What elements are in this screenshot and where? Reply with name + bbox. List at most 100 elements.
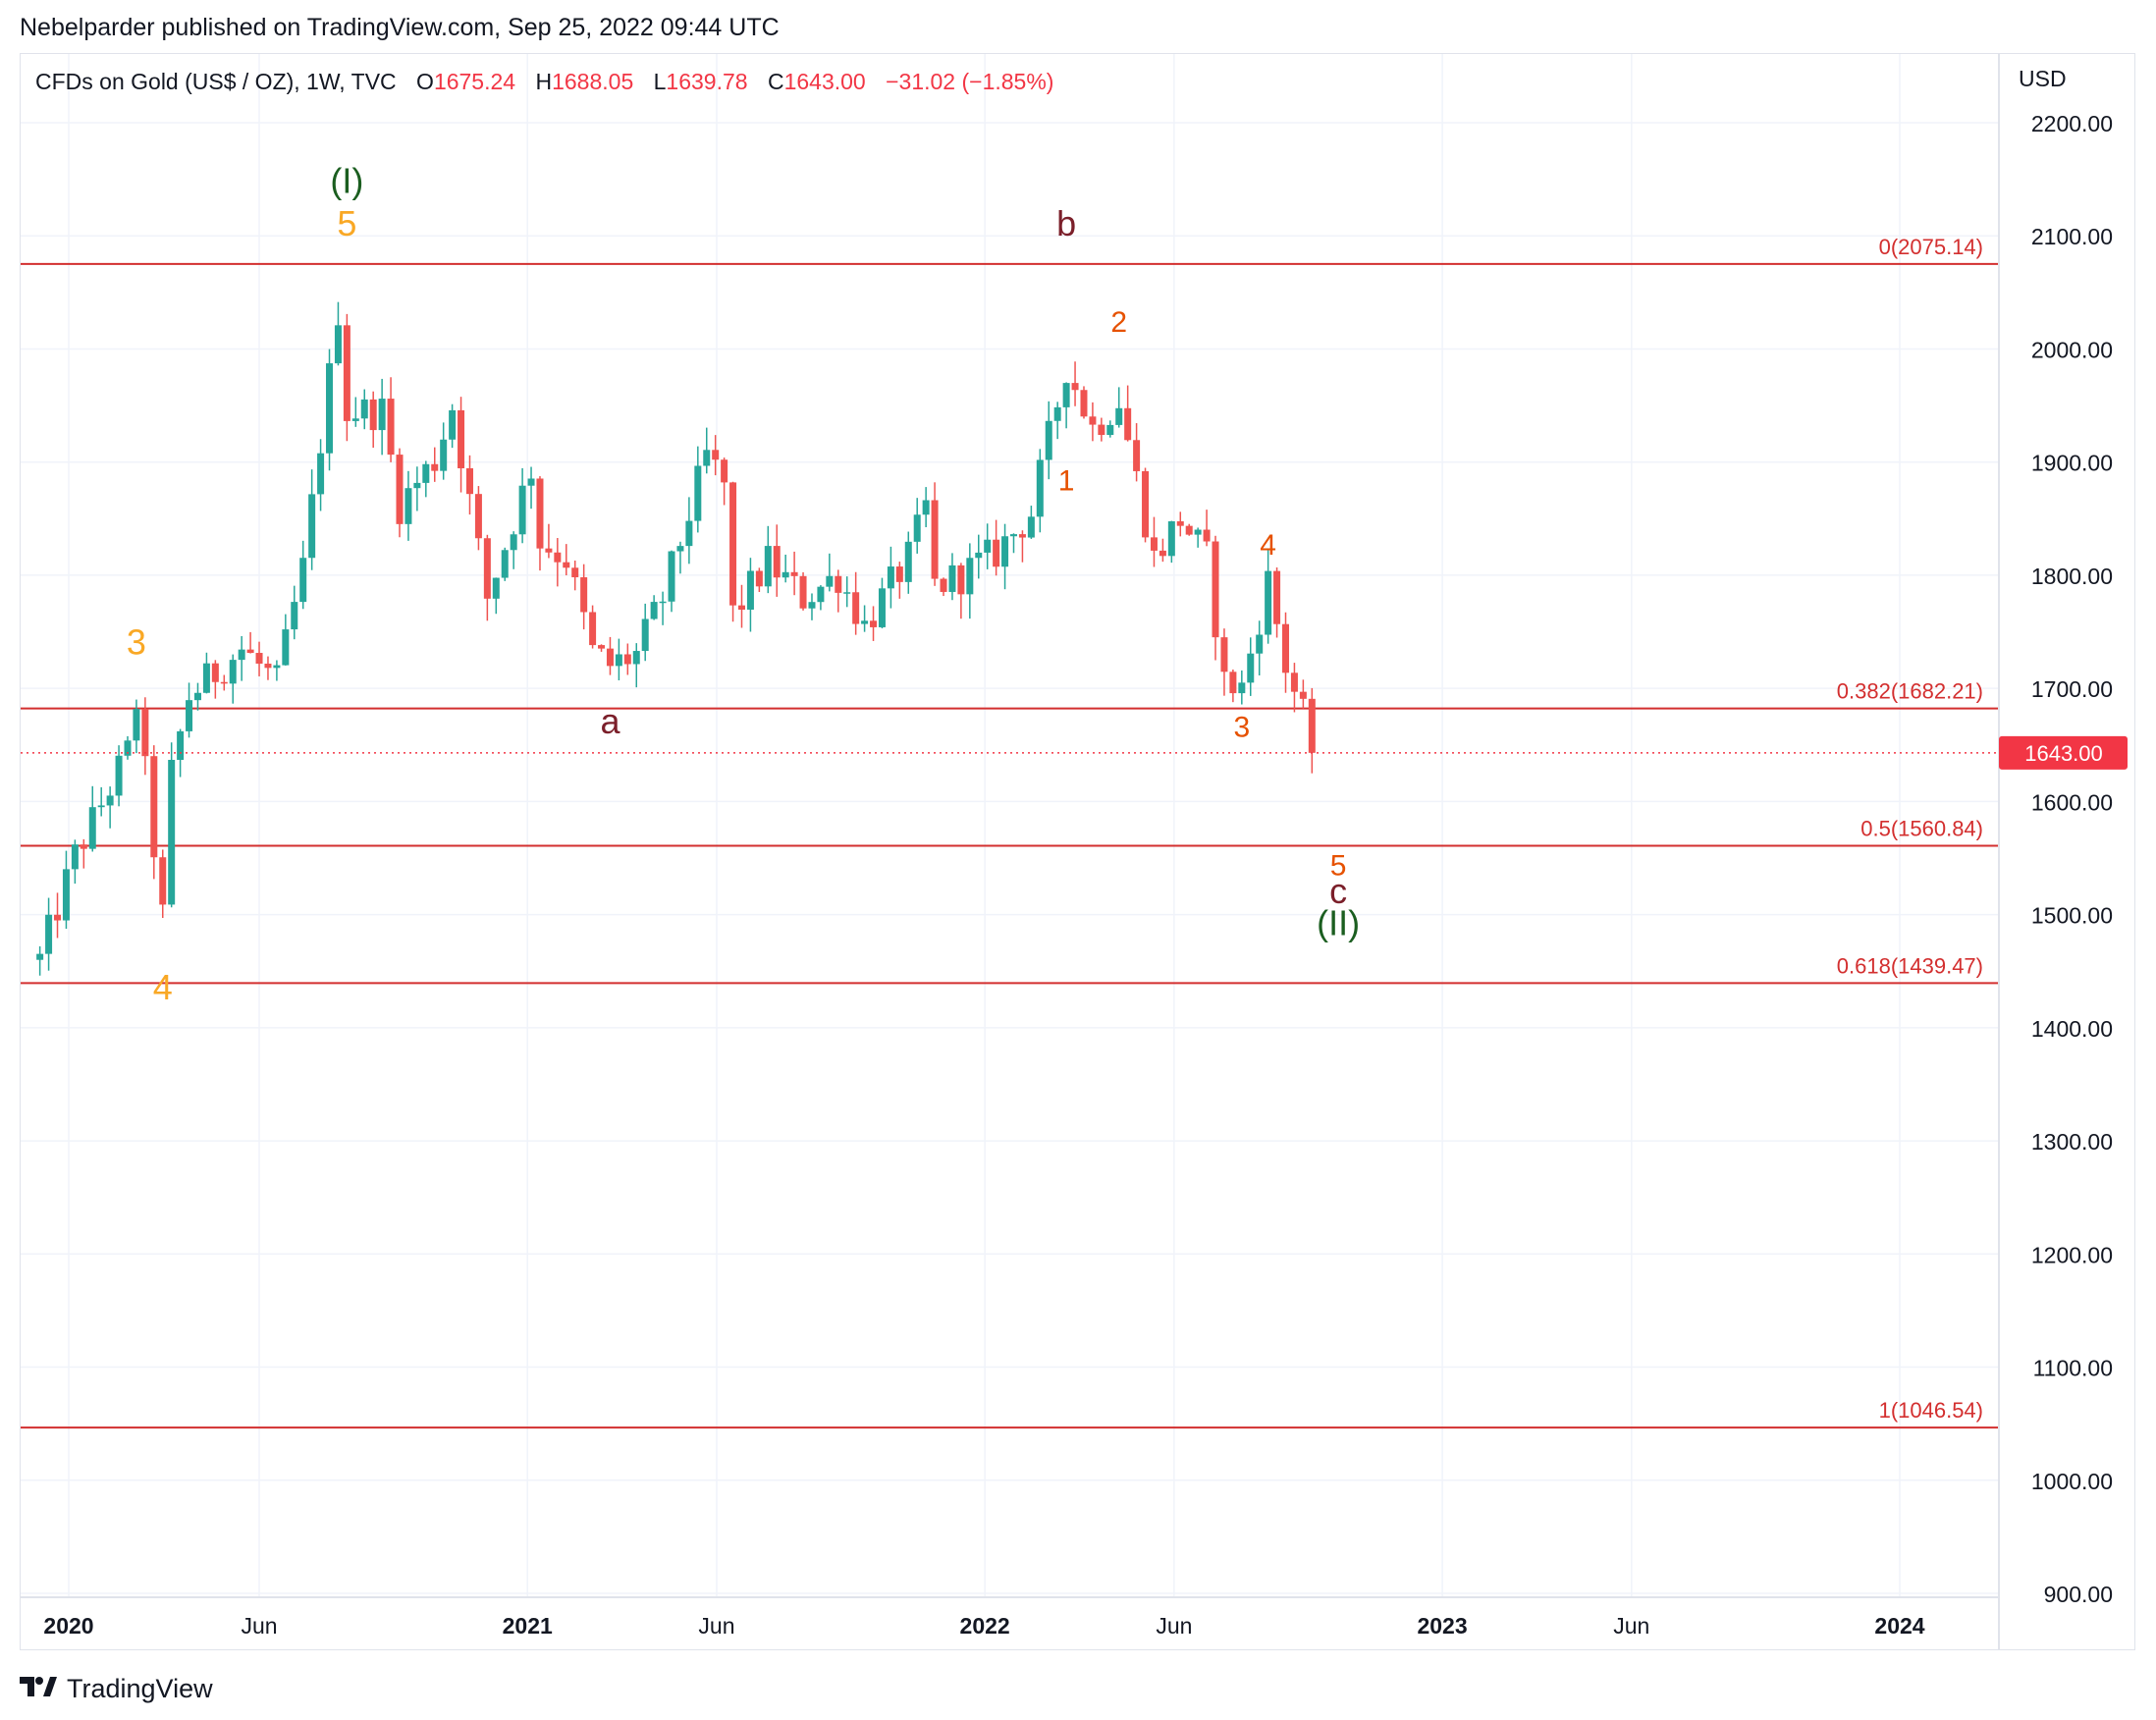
wave-label: 2	[1110, 306, 1127, 339]
candle-body	[1247, 653, 1255, 683]
open-label: O	[416, 69, 434, 94]
candle-body	[1176, 521, 1184, 526]
candle-body	[545, 548, 553, 553]
candle-body	[1212, 541, 1219, 638]
candle-body	[238, 649, 245, 661]
fib-label: 0.382(1682.21)	[1837, 679, 1983, 704]
candle-body	[483, 538, 491, 599]
candle-body	[150, 756, 158, 858]
candle-body	[895, 566, 903, 582]
candle-body	[878, 588, 886, 627]
candle-body	[755, 570, 763, 587]
candle-body	[922, 500, 930, 515]
grid	[21, 54, 1999, 1597]
wave-label: (II)	[1317, 902, 1360, 942]
candle-body	[676, 546, 684, 552]
price-tick-label: 1900.00	[2031, 451, 2113, 476]
candle-body	[54, 914, 62, 921]
candle-body	[1027, 516, 1035, 538]
candle-body	[826, 575, 834, 587]
candle-body	[536, 478, 544, 549]
candle-body	[1299, 691, 1307, 699]
candle-body	[957, 564, 965, 595]
candle-body	[1229, 672, 1237, 694]
price-tick-label: 1300.00	[2031, 1129, 2113, 1155]
candle-body	[808, 602, 816, 609]
price-tick-label: 2200.00	[2031, 111, 2113, 136]
price-axis[interactable]: 2200.002100.002000.001900.001800.001700.…	[21, 54, 2128, 1649]
candle-body	[369, 399, 377, 431]
candle-body	[817, 586, 825, 603]
open-value: 1675.24	[433, 69, 516, 94]
candle-body	[1167, 521, 1175, 557]
close-label: C	[767, 69, 784, 94]
candle-body	[317, 453, 325, 495]
candle-body	[431, 463, 439, 471]
candle-body	[440, 439, 448, 471]
candle-body	[360, 399, 368, 419]
candle-body	[1150, 537, 1158, 551]
candle-body	[396, 455, 404, 524]
footer: TradingView	[20, 1669, 213, 1708]
time-tick-label: Jun	[1156, 1613, 1192, 1639]
candle-body	[220, 681, 228, 684]
chart-frame[interactable]	[20, 53, 2135, 1650]
fib-label: 0(2075.14)	[1879, 235, 1983, 259]
price-tick-label: 1400.00	[2031, 1016, 2113, 1042]
candle-body	[721, 459, 728, 483]
high-label: H	[535, 69, 553, 94]
candle-body	[571, 567, 579, 578]
time-axis[interactable]: 2020 Jun 2021 Jun 2022 Jun 2023 Jun 2024	[21, 1596, 1999, 1639]
symbol-legend[interactable]: CFDs on Gold (US$ / OZ), 1W, TVC O1675.2…	[35, 69, 1053, 95]
candle-body	[685, 520, 693, 547]
candle-body	[852, 592, 860, 624]
candle-body	[1265, 570, 1272, 635]
candle-body	[1185, 525, 1193, 535]
candle-body	[835, 575, 842, 593]
time-tick-label: 2024	[1874, 1613, 1924, 1639]
fib-label: 1(1046.54)	[1879, 1398, 1983, 1423]
candle-body	[36, 953, 44, 960]
candle-body	[1124, 407, 1132, 441]
tradingview-logo-icon[interactable]	[20, 1675, 57, 1703]
candle-body	[387, 399, 395, 456]
candle-body	[404, 488, 412, 524]
candle-body	[246, 649, 254, 654]
price-tick-label: 900.00	[2044, 1582, 2113, 1607]
candle-body	[449, 409, 457, 440]
wave-label: 3	[127, 622, 146, 663]
candle-body	[282, 629, 290, 666]
candle-body	[1036, 459, 1044, 517]
candle-body	[351, 418, 359, 421]
time-tick-label: 2022	[960, 1613, 1010, 1639]
candle-body	[694, 465, 702, 521]
candle-body	[264, 663, 272, 669]
candle-body	[764, 546, 772, 587]
candle-body	[1098, 424, 1105, 436]
candle-body	[510, 534, 517, 551]
last-price-label: 1643.00	[2024, 741, 2103, 766]
candle-body	[492, 577, 500, 599]
candle-body	[1062, 383, 1070, 407]
candle-body	[326, 363, 334, 454]
candle-body	[343, 325, 350, 421]
candle-body	[940, 578, 947, 592]
candle-body	[97, 805, 105, 808]
candle-body	[712, 450, 720, 460]
candle-body	[527, 478, 535, 486]
wave-label: 3	[1233, 712, 1250, 744]
candle-body	[746, 570, 754, 611]
wave-label: (I)	[330, 160, 363, 200]
candle-body	[589, 612, 597, 646]
price-tick-label: 1700.00	[2031, 676, 2113, 702]
wave-label: b	[1056, 203, 1076, 243]
tradingview-brand[interactable]: TradingView	[67, 1673, 213, 1703]
candle-body	[177, 730, 185, 760]
candle-body	[606, 648, 614, 667]
candle-body	[141, 709, 149, 757]
price-tick-label: 1000.00	[2031, 1469, 2113, 1494]
candle-body	[186, 700, 193, 731]
candle-body	[422, 463, 430, 483]
candle-body	[1001, 536, 1009, 567]
